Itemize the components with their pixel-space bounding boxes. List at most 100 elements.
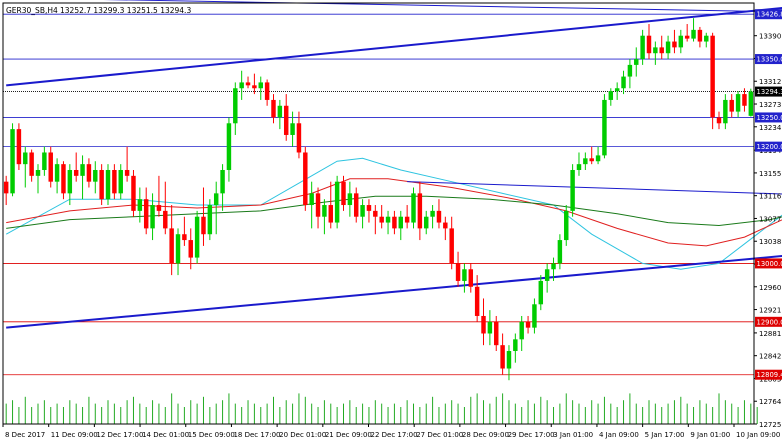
candle-body <box>455 263 461 281</box>
price-tick-label: 12725.0 <box>759 421 782 429</box>
candle-body <box>48 152 53 182</box>
candle-body <box>124 169 130 176</box>
time-tick-label: 12 Dec 17:00 <box>96 431 143 439</box>
candle-body <box>54 164 60 182</box>
candle-body <box>430 210 435 217</box>
candle-body <box>93 169 98 182</box>
candle-body <box>271 99 276 118</box>
candle-body <box>353 193 359 217</box>
candle-body <box>672 41 677 48</box>
candle-body <box>10 129 15 194</box>
candle-body <box>595 155 601 162</box>
candle-body <box>748 91 754 116</box>
candle-body <box>163 210 168 229</box>
candle-body <box>290 123 295 135</box>
candle-body <box>506 351 512 369</box>
candle-body <box>697 29 703 42</box>
time-tick-label: 29 Dec 17:00 <box>508 431 555 439</box>
time-tick-label: 28 Dec 09:00 <box>462 431 509 439</box>
candle-body <box>716 117 722 124</box>
trendline <box>407 181 782 195</box>
level-label: 13350.0 <box>757 56 782 64</box>
candle-body <box>659 47 664 54</box>
time-tick-label: 5 Jan 17:00 <box>645 431 685 439</box>
candle-body <box>532 304 537 328</box>
candle-body <box>35 169 41 176</box>
candle-body <box>398 216 404 229</box>
price-tick-label: 12842.0 <box>759 353 782 361</box>
candle-body <box>494 321 499 346</box>
plot-frame <box>2 2 755 425</box>
candle-body <box>704 35 709 42</box>
candle-body <box>283 105 289 135</box>
candle-body <box>213 193 219 206</box>
time-tick-label: 10 Jan 09:00 <box>736 431 780 439</box>
candle-body <box>621 76 626 89</box>
candle-body <box>341 181 346 206</box>
candle-body <box>264 82 270 100</box>
candle-body <box>691 29 696 39</box>
candle-body <box>576 164 582 170</box>
level-label: 13000.0 <box>757 260 782 268</box>
candle-body <box>67 169 73 194</box>
candlesticks <box>3 18 754 381</box>
candle-body <box>538 280 544 305</box>
level-label-box <box>755 86 782 97</box>
candle-body <box>424 216 429 229</box>
level-label-box <box>755 258 782 269</box>
candle-body <box>105 169 111 200</box>
time-tick-label: 9 Jan 01:00 <box>690 431 730 439</box>
time-tick-label: 27 Dec 01:00 <box>416 431 463 439</box>
price-tick-label: 12921.0 <box>759 307 782 315</box>
candle-body <box>462 269 467 281</box>
candle-body <box>233 88 238 124</box>
candle-body <box>551 263 556 270</box>
price-tick-label: 12881.0 <box>759 330 782 338</box>
level-label: 13250.0 <box>757 114 782 122</box>
price-tick-label: 13312.0 <box>759 78 782 86</box>
time-tick-label: 11 Dec 09:00 <box>51 431 98 439</box>
candle-body <box>80 164 85 176</box>
level-label-box <box>755 54 782 65</box>
candle-body <box>742 94 747 106</box>
candle-body <box>404 216 410 223</box>
candle-body <box>334 181 340 223</box>
candle-body <box>73 169 79 176</box>
candle-body <box>296 123 302 153</box>
candle-body <box>411 193 416 223</box>
candle-body <box>303 152 308 206</box>
moving-average-line <box>5 157 782 270</box>
candle-body <box>474 286 480 316</box>
candle-body <box>589 158 594 162</box>
price-tick-label: 12764.0 <box>759 398 782 406</box>
candle-body <box>118 169 123 194</box>
candle-body <box>634 59 639 65</box>
candle-body <box>513 339 518 352</box>
symbol-label: GER30_SB,H4 <box>6 6 58 15</box>
candle-body <box>182 234 187 241</box>
candle-body <box>143 199 149 229</box>
price-tick-label: 13116.0 <box>759 193 782 201</box>
candle-body <box>360 205 365 217</box>
candle-body <box>608 91 614 100</box>
candle-body <box>627 64 633 77</box>
time-tick-label: 21 Dec 09:00 <box>325 431 372 439</box>
candle-body <box>653 47 658 54</box>
candle-body <box>137 199 143 211</box>
trendlines <box>6 0 782 329</box>
candle-body <box>309 193 314 206</box>
horizontal-levels <box>3 13 754 376</box>
candle-body <box>328 205 333 223</box>
candle-body <box>252 85 257 89</box>
level-label: 13200.0 <box>757 143 782 151</box>
candle-body <box>175 234 181 264</box>
candle-body <box>646 35 652 54</box>
candle-body <box>443 222 448 229</box>
candle-body <box>684 35 690 39</box>
price-tick-label: 12960.0 <box>759 284 782 292</box>
candle-body <box>245 82 251 86</box>
candle-body <box>194 216 200 258</box>
